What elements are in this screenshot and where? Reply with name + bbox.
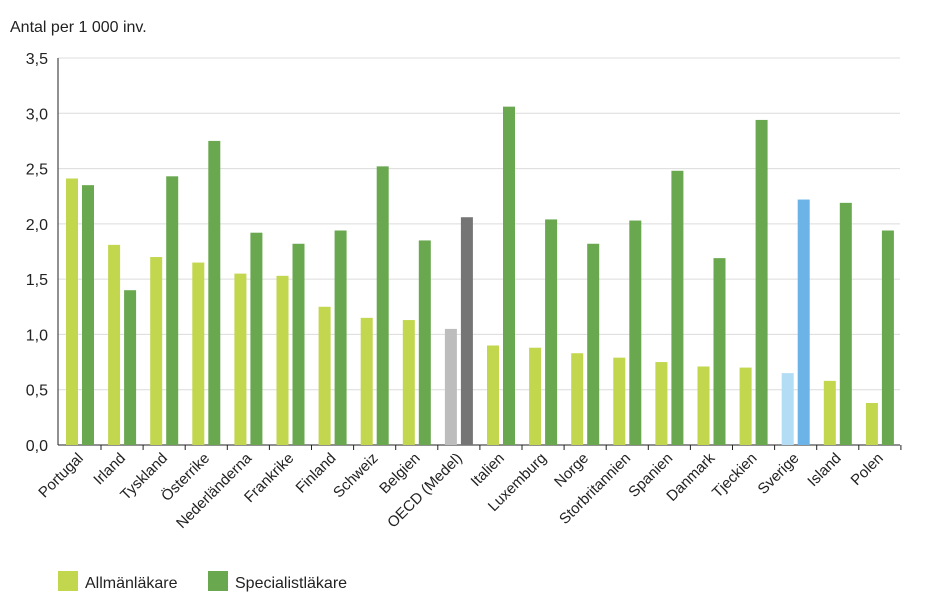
x-tick-label: Schweiz [330, 450, 382, 502]
bar-allmanlakare [865, 402, 878, 445]
bar-allmanlakare [823, 380, 836, 445]
bar-allmanlakare [360, 317, 373, 445]
y-axis-label: Antal per 1 000 inv. [10, 19, 147, 36]
y-tick-label: 0,0 [26, 438, 48, 455]
bar-specialistlakare [418, 240, 431, 445]
y-tick-label: 2,5 [26, 162, 48, 179]
bar-allmanlakare [697, 366, 710, 445]
bar-allmanlakare [529, 347, 542, 445]
grid-lines [58, 57, 900, 391]
bar-allmanlakare [276, 275, 289, 445]
legend-swatch-allmanlakare [58, 571, 78, 591]
y-tick-label: 1,0 [26, 327, 48, 344]
y-tick-label: 1,5 [26, 272, 48, 289]
bar-allmanlakare [571, 353, 584, 445]
x-tick-label: OECD (Medel) [384, 450, 466, 532]
bar-allmanlakare [234, 273, 247, 445]
x-tick-label: Polen [848, 450, 887, 489]
bars [66, 106, 894, 446]
bar-specialistlakare [587, 243, 600, 445]
bar-specialistlakare [545, 219, 558, 445]
legend: Allmänläkare Specialistläkare [58, 571, 347, 592]
bar-specialistlakare [376, 166, 389, 446]
bar-specialistlakare [839, 202, 852, 445]
x-tick-label: Sverige [755, 450, 803, 498]
bar-specialistlakare [82, 185, 94, 445]
x-tick-label: Norge [551, 450, 592, 491]
x-tick-label: Portugal [35, 450, 87, 502]
bar-allmanlakare [318, 306, 331, 445]
x-tick-label: Irland [90, 450, 129, 489]
bar-specialistlakare [124, 290, 137, 445]
bar-specialistlakare [460, 217, 473, 445]
bar-allmanlakare [192, 262, 205, 445]
x-tick-label: Island [804, 450, 844, 490]
bar-allmanlakare [108, 244, 121, 445]
bar-specialistlakare [713, 258, 726, 445]
bar-allmanlakare [66, 178, 78, 445]
bar-specialistlakare [166, 176, 179, 445]
y-tick-label: 3,5 [26, 51, 48, 68]
bar-allmanlakare [781, 373, 794, 445]
bar-specialistlakare [292, 243, 305, 445]
y-tick-label: 2,0 [26, 217, 48, 234]
bar-specialistlakare [881, 230, 894, 445]
x-tick-label: Tjeckien [709, 450, 761, 502]
x-tick-labels: Portugal IrlandTysklandÖsterrikeNederländ… [35, 445, 902, 532]
legend-label-specialistlakare: Specialistläkare [235, 575, 347, 592]
bar-allmanlakare [739, 367, 752, 445]
legend-label-allmanlakare: Allmänläkare [85, 575, 178, 592]
bar-allmanlakare [613, 357, 626, 445]
bar-allmanlakare [444, 328, 457, 445]
bar-specialistlakare [671, 170, 684, 446]
bar-allmanlakare [150, 257, 163, 445]
bar-specialistlakare [629, 220, 642, 445]
bar-specialistlakare [208, 140, 221, 445]
bar-allmanlakare [487, 345, 499, 445]
y-tick-label: 3,0 [26, 106, 48, 123]
y-tick-label: 0,5 [26, 383, 48, 400]
bar-specialistlakare [503, 106, 515, 445]
x-tick-label: Italien [468, 450, 508, 490]
bar-specialistlakare [334, 230, 347, 445]
bar-allmanlakare [655, 362, 668, 445]
legend-swatch-specialistlakare [208, 571, 228, 591]
bar-specialistlakare [797, 199, 810, 445]
bar-specialistlakare [250, 232, 263, 445]
bar-allmanlakare [402, 320, 415, 445]
y-tick-labels: 0,0 0,5 1,0 1,5 2,0 2,5 3,0 3,5 [26, 51, 48, 455]
bar-specialistlakare [755, 119, 768, 446]
